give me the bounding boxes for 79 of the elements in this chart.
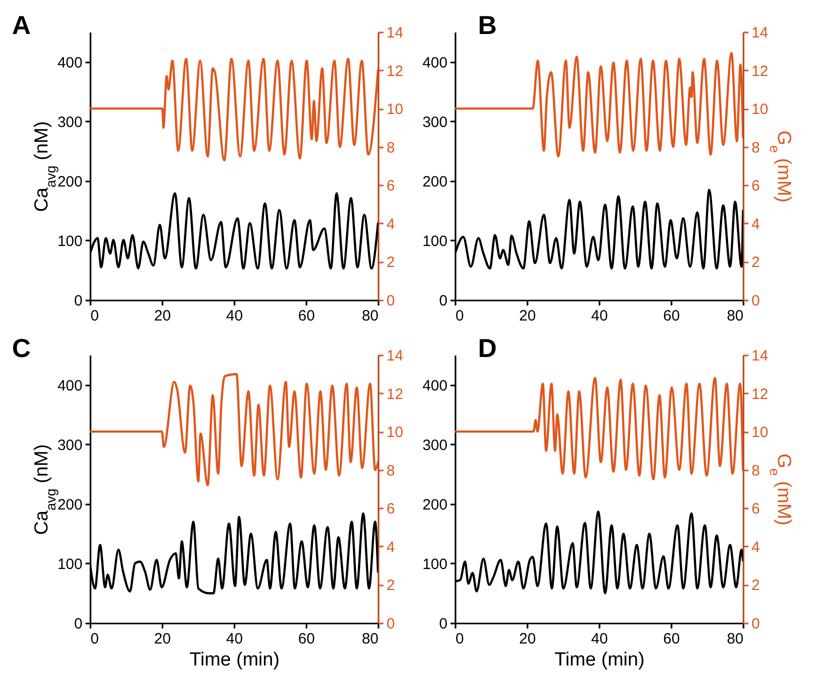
chart-title: D [478,333,497,363]
y2-tick-label: 8 [752,139,760,156]
y-tick-label: 200 [57,173,82,190]
y-tick-label: 200 [422,173,448,190]
y2-tick-label: 10 [386,424,404,442]
y2-tick-label: 6 [752,500,760,518]
y-tick-label: 200 [422,496,448,514]
x-tick-label: 60 [298,308,315,324]
x-axis-title: Time (min) [189,650,280,670]
y2-tick-label: 14 [386,24,404,42]
y-tick-label: 0 [439,292,448,310]
y2-tick-label: 0 [752,292,760,310]
y2-tick-label: 6 [752,178,760,195]
y2-tick-label: 2 [752,577,760,594]
y2-tick-label: 0 [752,616,760,632]
y2-tick-label: 8 [386,462,395,480]
y2-tick-label: 6 [386,500,395,518]
x-tick-label: 60 [663,630,680,648]
x-tick-label: 0 [90,630,99,648]
y-tick-label: 400 [57,54,82,72]
x-tick-label: 20 [519,308,536,324]
x-tick-label: 80 [362,308,378,324]
y-tick-label: 200 [57,496,82,514]
x-tick-label: 20 [154,630,171,648]
x-tick-label: 40 [226,630,243,648]
y-tick-label: 300 [57,114,82,131]
y-tick-label: 400 [57,377,82,394]
x-tick-label: 20 [519,630,536,648]
y2-tick-label: 0 [386,292,395,310]
x-axis-title: Time (min) [554,650,645,670]
y2-tick-label: 6 [386,178,395,195]
x-tick-label: 60 [663,308,680,324]
y2-tick-label: 8 [752,462,760,480]
y-tick-label: 100 [57,556,82,573]
chart-title: C [12,333,31,363]
x-tick-label: 0 [90,308,99,324]
y-tick-label: 300 [57,436,82,454]
y2-tick-label: 10 [752,424,768,442]
chart-title: B [478,10,497,40]
y2-tick-label: 8 [386,139,395,156]
y2-tick-label: 4 [386,216,395,233]
y2-tick-label: 14 [752,348,768,364]
y-tick-label: 300 [422,436,448,454]
y2-tick-label: 12 [386,62,404,80]
x-tick-label: 80 [726,630,744,648]
y2-tick-label: 12 [386,386,404,403]
y-tick-label: 300 [422,114,448,131]
chart-title: A [12,10,31,40]
x-tick-label: 80 [726,308,744,324]
y2-tick-label: 14 [752,24,768,42]
y2-tick-label: 12 [752,386,768,403]
x-tick-label: 40 [591,308,608,324]
line-series [90,373,378,486]
x-tick-label: 0 [456,308,464,324]
y-tick-label: 400 [422,54,448,72]
y2-tick-label: 10 [752,101,768,118]
y2-tick-label: 2 [752,254,760,272]
y-tick-label: 400 [422,377,448,394]
x-tick-label: 60 [298,630,315,648]
y-tick-label: 100 [422,556,448,573]
y2-tick-label: 12 [752,62,768,80]
y-tick-label: 100 [57,232,82,250]
y-tick-label: 0 [74,616,82,632]
y2-tick-label: 2 [386,254,395,272]
y-tick-label: 0 [439,616,448,632]
y2-tick-label: 10 [386,101,404,118]
y2-tick-label: 4 [752,538,760,556]
x-tick-label: 40 [591,630,608,648]
y2-tick-label: 14 [386,348,404,364]
x-tick-label: 0 [456,630,464,648]
y2-tick-label: 2 [386,577,395,594]
x-tick-label: 20 [154,308,171,324]
y2-tick-label: 4 [386,538,395,556]
x-tick-label: 40 [226,308,243,324]
x-tick-label: 80 [362,630,378,648]
y-tick-label: 0 [74,292,82,310]
y2-tick-label: 4 [752,216,760,233]
y2-tick-label: 0 [386,616,395,632]
y-tick-label: 100 [422,232,448,250]
